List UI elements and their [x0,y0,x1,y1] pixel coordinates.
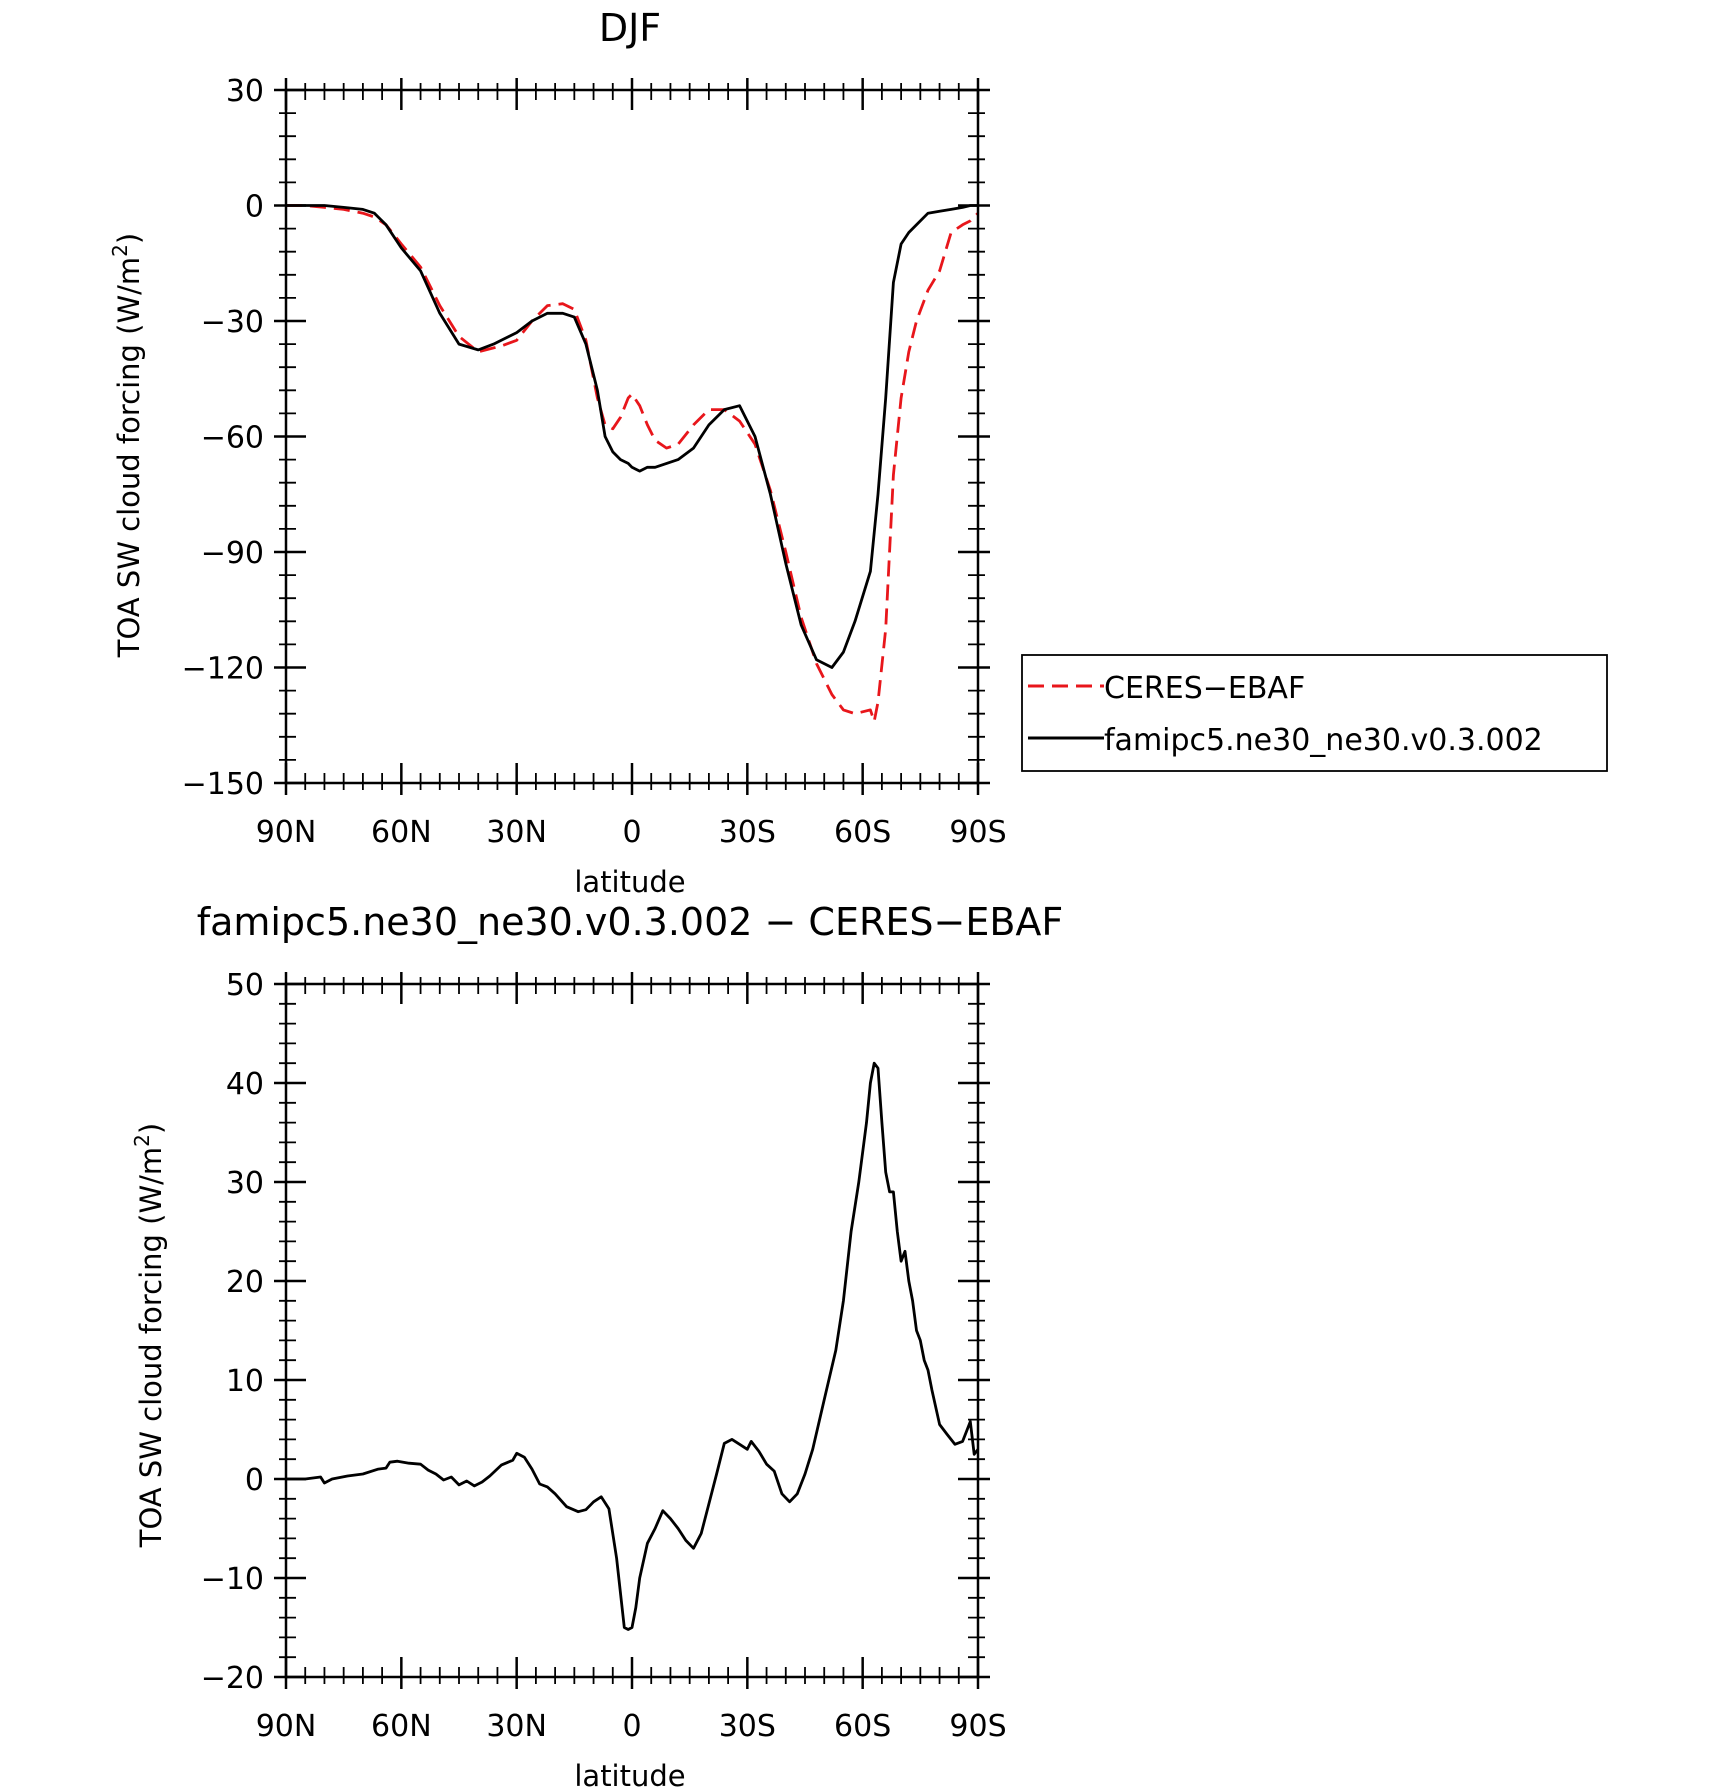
bottom-y-axis-label-close: ) [134,1123,168,1134]
bottom-series-line-0 [286,1061,980,1631]
bottom-y-tick-label: −10 [201,1562,264,1597]
top-y-tick-label: −120 [182,652,264,687]
top-y-axis: 30 0 −30 −60 −90 −120 −150 [182,74,990,802]
legend-label-model: famipc5.ne30_ne30.v0.3.002 [1104,723,1543,758]
bottom-x-tick-label: 0 [622,1709,641,1744]
top-y-tick-label: −150 [182,767,264,802]
top-x-tick-label: 90N [256,815,317,850]
top-panel: DJF 30 0 −30 −60 −90 −120 −150 90N 60N 30N 0 30S 60… [108,6,1608,899]
bottom-series-lines [286,1061,980,1631]
legend-label-ceres: CERES−EBAF [1104,671,1305,706]
bottom-plot-frame [284,982,980,1679]
legend: CERES−EBAF famipc5.ne30_ne30.v0.3.002 [1021,654,1608,772]
bottom-y-axis-label-main: TOA SW cloud forcing (W/m [134,1147,168,1548]
bottom-y-axis-label: TOA SW cloud forcing (W/m2) [130,1123,168,1548]
top-x-tick-label: 60N [371,815,432,850]
top-x-tick-label: 30S [719,815,776,850]
bottom-x-tick-label: 90N [256,1709,317,1744]
top-x-tick-label: 0 [622,815,641,850]
top-y-tick-label: 30 [226,74,264,109]
top-y-tick-label: 0 [245,190,264,225]
top-chart-title: DJF [599,6,661,50]
top-x-axis: 90N 60N 30N 0 30S 60S 90S [256,78,1007,850]
bottom-y-axis-label-superscript: 2 [130,1134,154,1147]
top-y-tick-label: −90 [201,536,264,571]
top-plot-frame [284,88,980,785]
top-series-line-0 [286,204,979,723]
bottom-y-tick-label: 0 [245,1463,264,1498]
top-y-tick-label: −30 [201,305,264,340]
legend-box [1021,654,1608,772]
bottom-y-tick-label: 20 [226,1265,264,1300]
bottom-y-tick-label: 10 [226,1364,264,1399]
bottom-x-tick-label: 90S [949,1709,1006,1744]
top-series-lines [286,204,979,723]
top-y-axis-label-superscript: 2 [108,244,132,257]
top-x-tick-label: 60S [834,815,891,850]
top-y-axis-label-main: TOA SW cloud forcing (W/m [112,257,146,658]
bottom-y-tick-label: 30 [226,1166,264,1201]
top-y-tick-label: −60 [201,421,264,456]
bottom-y-tick-label: −20 [201,1661,264,1696]
bottom-x-tick-label: 30N [486,1709,547,1744]
top-y-axis-label: TOA SW cloud forcing (W/m2) [108,233,146,658]
bottom-y-tick-label: 40 [226,1067,264,1102]
bottom-x-axis: 90N 60N 30N 0 30S 60S 90S [256,972,1007,1744]
bottom-panel: famipc5.ne30_ne30.v0.3.002 − CERES−EBAF … [130,900,1063,1789]
top-x-tick-label: 30N [486,815,547,850]
top-y-axis-label-close: ) [112,233,146,244]
bottom-y-tick-label: 50 [226,968,264,1003]
top-x-tick-label: 90S [949,815,1006,850]
bottom-x-axis-label: latitude [574,1759,685,1789]
bottom-x-tick-label: 60S [834,1709,891,1744]
bottom-chart-title: famipc5.ne30_ne30.v0.3.002 − CERES−EBAF [197,900,1064,944]
top-series-line-1 [286,204,978,669]
bottom-x-tick-label: 30S [719,1709,776,1744]
bottom-x-tick-label: 60N [371,1709,432,1744]
top-x-axis-label: latitude [574,865,685,899]
